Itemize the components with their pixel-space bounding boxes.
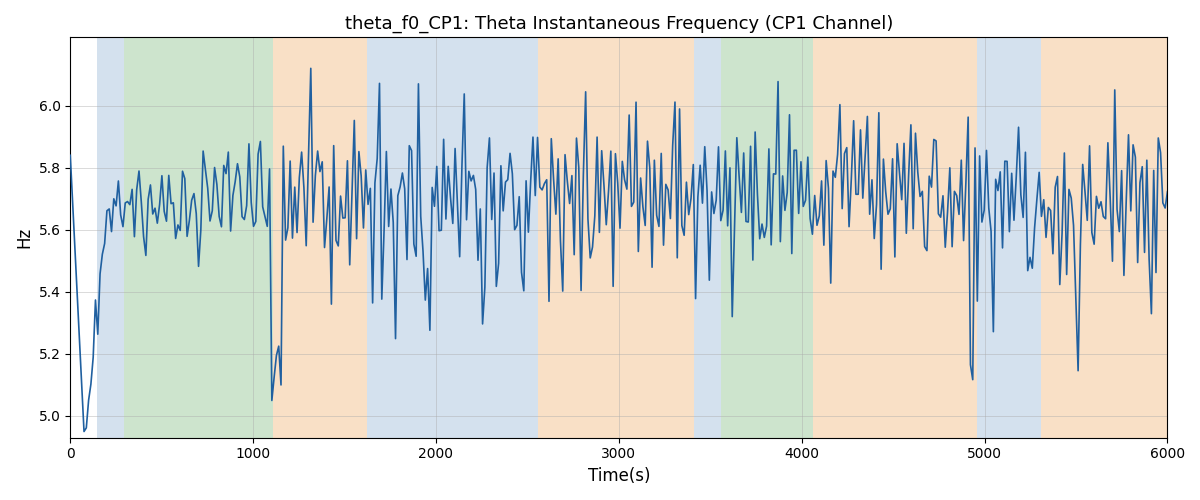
Bar bbox=[539, 38, 694, 438]
Bar bbox=[1042, 38, 1168, 438]
Y-axis label: Hz: Hz bbox=[16, 227, 34, 248]
Bar bbox=[125, 38, 274, 438]
Bar bbox=[721, 38, 812, 438]
Bar bbox=[274, 38, 366, 438]
Bar bbox=[812, 38, 977, 438]
Title: theta_f0_CP1: Theta Instantaneous Frequency (CP1 Channel): theta_f0_CP1: Theta Instantaneous Freque… bbox=[344, 15, 893, 34]
Bar bbox=[97, 38, 125, 438]
X-axis label: Time(s): Time(s) bbox=[588, 467, 650, 485]
Bar bbox=[977, 38, 1042, 438]
Bar bbox=[694, 38, 721, 438]
Bar bbox=[366, 38, 539, 438]
